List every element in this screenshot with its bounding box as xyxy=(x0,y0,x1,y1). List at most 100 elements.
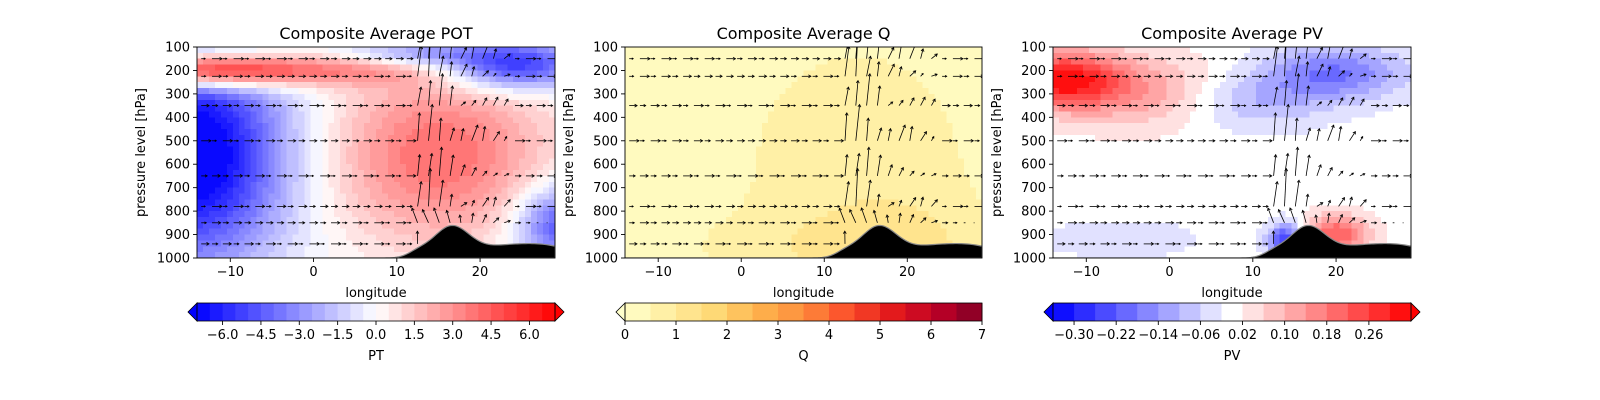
field-cell xyxy=(286,211,294,218)
field-cell xyxy=(202,252,210,258)
field-cell xyxy=(779,187,787,195)
field-cell xyxy=(352,175,359,183)
wind-arrow xyxy=(715,103,727,108)
field-cell xyxy=(352,152,359,159)
wind-arrow xyxy=(298,242,304,246)
field-cell xyxy=(197,58,204,66)
field-cell xyxy=(803,70,811,77)
field-cell xyxy=(441,99,449,107)
field-cell xyxy=(851,228,858,236)
field-cell xyxy=(220,205,228,212)
field-cell xyxy=(250,234,258,242)
field-cell xyxy=(672,158,680,165)
field-cell xyxy=(256,105,264,113)
wind-arrow xyxy=(536,174,543,178)
wind-arrow xyxy=(942,103,951,108)
field-cell xyxy=(531,105,538,113)
colorbar-segment xyxy=(312,303,326,321)
field-cell xyxy=(304,129,311,136)
field-cell xyxy=(292,234,300,242)
field-cell xyxy=(797,52,805,60)
field-cell xyxy=(934,140,941,148)
field-cell xyxy=(845,140,852,148)
field-cell xyxy=(678,105,686,113)
field-cell xyxy=(477,199,484,206)
wind-arrow xyxy=(812,56,821,61)
field-cell xyxy=(292,105,300,113)
field-cell xyxy=(660,117,668,124)
field-cell xyxy=(839,52,846,60)
wind-arrow xyxy=(255,56,266,61)
field-cell xyxy=(358,170,365,177)
field-cell xyxy=(262,47,270,54)
field-cell xyxy=(202,222,210,230)
field-cell xyxy=(761,93,769,101)
wind-arrow xyxy=(683,74,693,79)
field-cell xyxy=(916,47,924,54)
field-cell xyxy=(316,216,323,224)
field-cell xyxy=(340,70,347,77)
field-cell xyxy=(642,82,650,89)
field-cell xyxy=(815,193,822,200)
field-cell xyxy=(827,146,834,154)
wind-arrow xyxy=(726,139,734,143)
field-cell xyxy=(268,70,276,77)
field-cell xyxy=(352,47,359,54)
field-cell xyxy=(791,129,799,136)
field-cell xyxy=(405,105,413,113)
field-cell xyxy=(411,164,419,171)
field-cell xyxy=(708,88,715,95)
field-cell xyxy=(549,199,555,206)
field-cell xyxy=(292,129,300,136)
field-cell xyxy=(827,111,834,118)
field-cell xyxy=(471,82,479,89)
field-cell xyxy=(429,228,437,236)
wind-arrow xyxy=(276,174,288,178)
field-cell xyxy=(678,70,686,77)
field-cell xyxy=(755,216,763,224)
colorbar-tick-label: 3 xyxy=(774,328,782,343)
field-cell xyxy=(405,134,413,142)
field-cell xyxy=(387,205,395,212)
field-cell xyxy=(970,140,977,148)
wind-arrow xyxy=(244,205,250,208)
field-cell xyxy=(507,170,514,177)
field-cell xyxy=(940,93,947,101)
wind-arrow xyxy=(866,179,872,207)
field-cell xyxy=(250,99,258,107)
field-cell xyxy=(696,146,703,154)
y-tick-label: 400 xyxy=(165,111,190,126)
field-cell xyxy=(732,82,739,89)
field-cell xyxy=(399,129,407,136)
field-cell xyxy=(904,152,912,159)
wind-arrow xyxy=(769,242,775,246)
wind-arrow xyxy=(363,204,371,209)
wind-arrow xyxy=(855,152,861,176)
field-cell xyxy=(702,93,709,101)
field-cell xyxy=(946,211,953,218)
field-cell xyxy=(684,222,692,230)
field-cell xyxy=(821,228,828,236)
field-cell xyxy=(214,187,222,195)
colorbar-segment xyxy=(503,303,518,321)
field-cell xyxy=(274,181,282,189)
field-cell xyxy=(690,111,697,118)
field-cell xyxy=(471,70,479,77)
field-cell xyxy=(940,205,947,212)
field-cell xyxy=(310,129,317,136)
field-cell xyxy=(340,129,347,136)
field-cell xyxy=(803,52,811,60)
field-cell xyxy=(666,228,674,236)
wind-arrow xyxy=(331,242,342,246)
field-cell xyxy=(958,134,965,142)
wind-arrow xyxy=(222,103,233,108)
wind-arrow xyxy=(885,214,890,223)
field-cell xyxy=(417,82,425,89)
field-cell xyxy=(316,105,323,113)
field-cell xyxy=(298,234,305,242)
field-cell xyxy=(387,111,395,118)
field-cell xyxy=(441,105,449,113)
field-cell xyxy=(684,47,692,54)
field-cell xyxy=(453,175,461,183)
field-cell xyxy=(358,47,365,54)
